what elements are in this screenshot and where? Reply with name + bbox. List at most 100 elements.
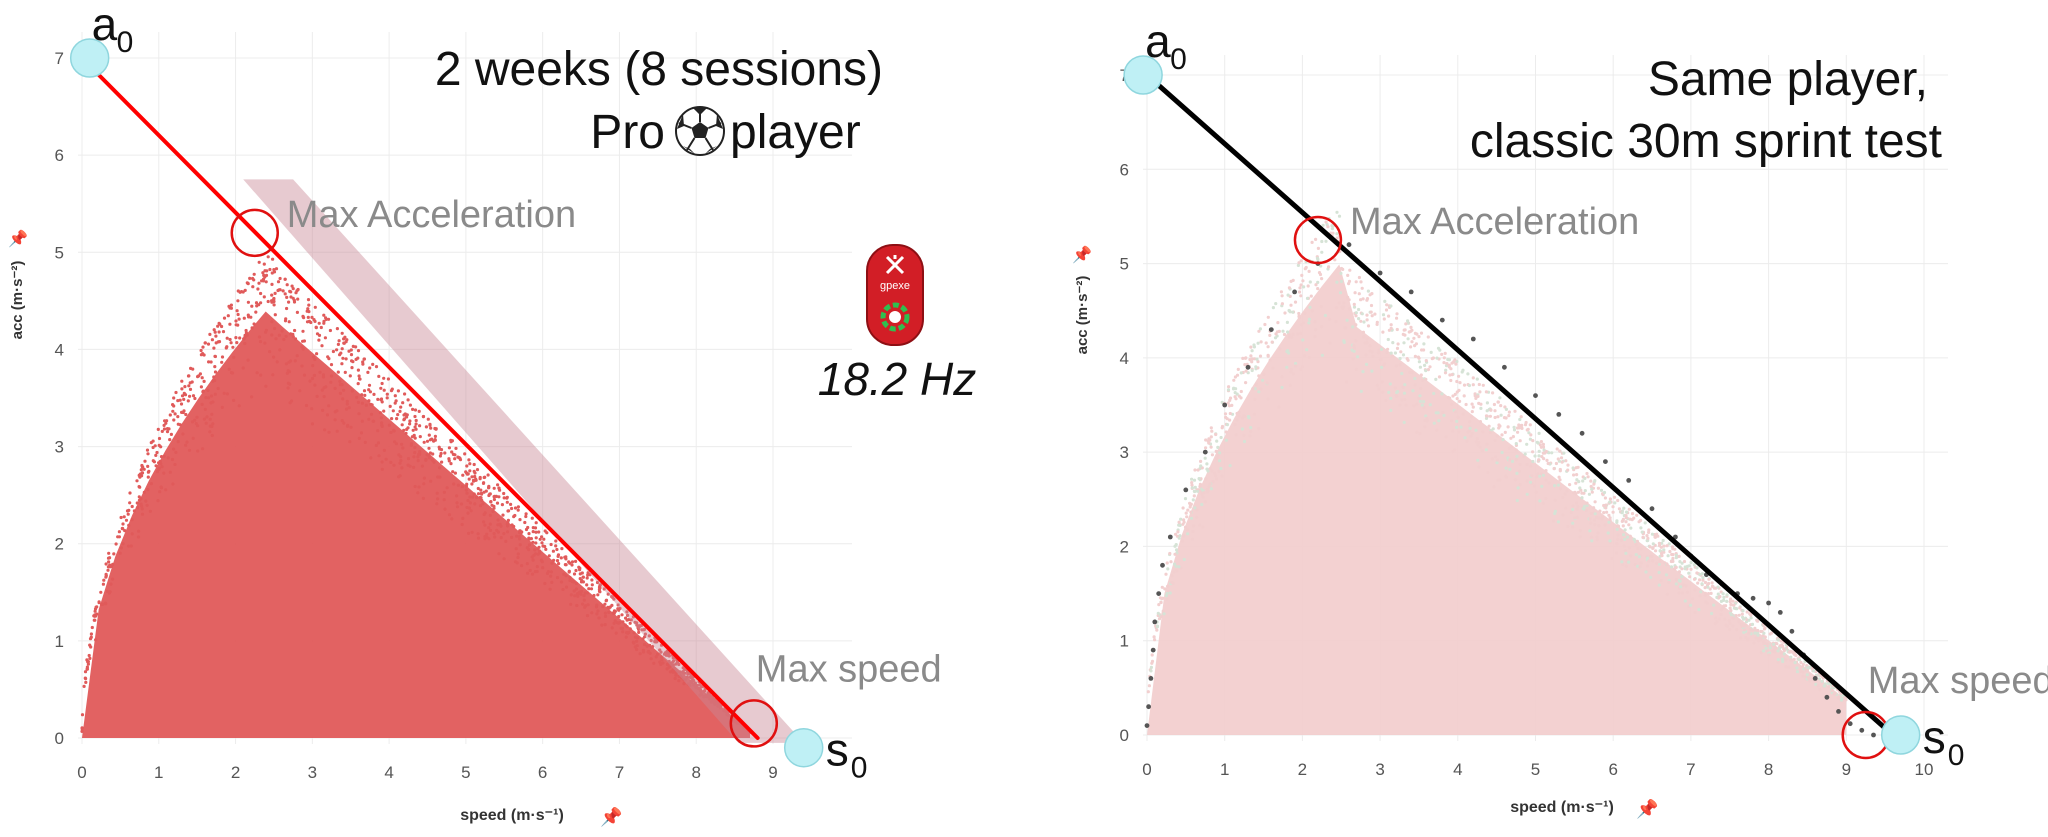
data-point [466,498,470,503]
data-point [1827,685,1831,689]
data-point [229,303,233,307]
data-point [1181,506,1185,510]
data-point [418,435,422,439]
data-point [311,355,316,359]
data-point [570,560,575,564]
data-point [357,436,361,440]
data-point [109,582,113,586]
data-point [1529,433,1533,437]
data-point [1520,426,1524,430]
data-point [1530,474,1534,478]
data-point [1515,471,1519,475]
data-point [1335,280,1339,284]
data-point [1661,538,1665,543]
data-point [254,310,258,314]
data-point [1347,307,1351,311]
data-point [1768,632,1772,636]
data-point [196,449,200,453]
data-point [1589,535,1594,539]
data-point [581,602,585,606]
data-point [317,338,321,342]
data-point [1784,658,1788,662]
data-point [186,374,191,378]
data-point [1678,560,1682,564]
data-point [592,593,596,598]
data-point [256,287,260,291]
data-point [1713,622,1717,626]
data-point [162,423,166,427]
data-point [440,460,444,464]
data-point [1389,408,1393,412]
data-point [1365,297,1370,301]
data-point [536,552,540,556]
data-point [563,563,568,567]
data-point [597,616,601,620]
data-point [380,381,384,386]
data-point [487,526,491,530]
data-point [354,345,358,349]
data-point [1315,256,1320,260]
data-point [1620,560,1624,564]
data-point [1481,383,1485,387]
data-point [318,370,322,374]
data-point [1188,505,1192,509]
data-point [186,399,190,403]
pin-icon[interactable]: 📌 [600,806,622,827]
data-point [1426,335,1430,339]
data-point [1737,613,1741,617]
data-point [1174,532,1178,536]
data-point [1474,396,1478,400]
data-point [313,319,317,323]
pin-icon[interactable]: 📌 [1636,798,1658,819]
data-point [1606,531,1610,535]
data-point [1571,507,1575,512]
data-point [293,337,298,341]
data-point [1432,391,1436,396]
data-point [645,644,649,648]
data-point [552,558,556,563]
data-point [112,552,116,556]
data-point [543,581,547,586]
data-point [1608,497,1612,501]
data-point [1193,468,1197,472]
data-point [1546,461,1550,466]
data-point [344,407,349,411]
data-point [1494,455,1498,459]
data-point [595,603,599,607]
data-point [1337,301,1341,305]
data-point [1377,348,1381,352]
data-point [85,667,89,671]
data-point [1793,661,1797,665]
data-point [1558,487,1563,491]
pin-icon[interactable]: 📌 [8,229,28,248]
data-point [1413,383,1417,387]
data-point [1189,502,1193,506]
data-point [1412,336,1416,340]
data-point [1224,430,1228,434]
data-point [1764,646,1768,650]
data-point [1689,560,1693,565]
data-point [1551,519,1555,523]
data-point [1424,414,1428,418]
data-point [1196,468,1200,472]
data-point [1635,513,1639,517]
data-point [459,502,464,506]
data-point [1369,310,1373,314]
pin-icon[interactable]: 📌 [1072,245,1092,264]
data-point [1149,665,1153,670]
data-point [372,419,376,423]
data-point [1449,378,1453,383]
data-point [602,587,606,591]
data-point [250,326,254,330]
data-point [417,485,421,489]
data-point [496,518,500,522]
data-point [1220,474,1224,478]
data-point [360,401,364,405]
data-point [660,655,664,659]
data-point [499,536,503,540]
data-point [222,391,226,395]
data-point [573,594,577,598]
data-point [293,359,297,363]
data-point [360,393,364,397]
data-point [340,331,344,335]
